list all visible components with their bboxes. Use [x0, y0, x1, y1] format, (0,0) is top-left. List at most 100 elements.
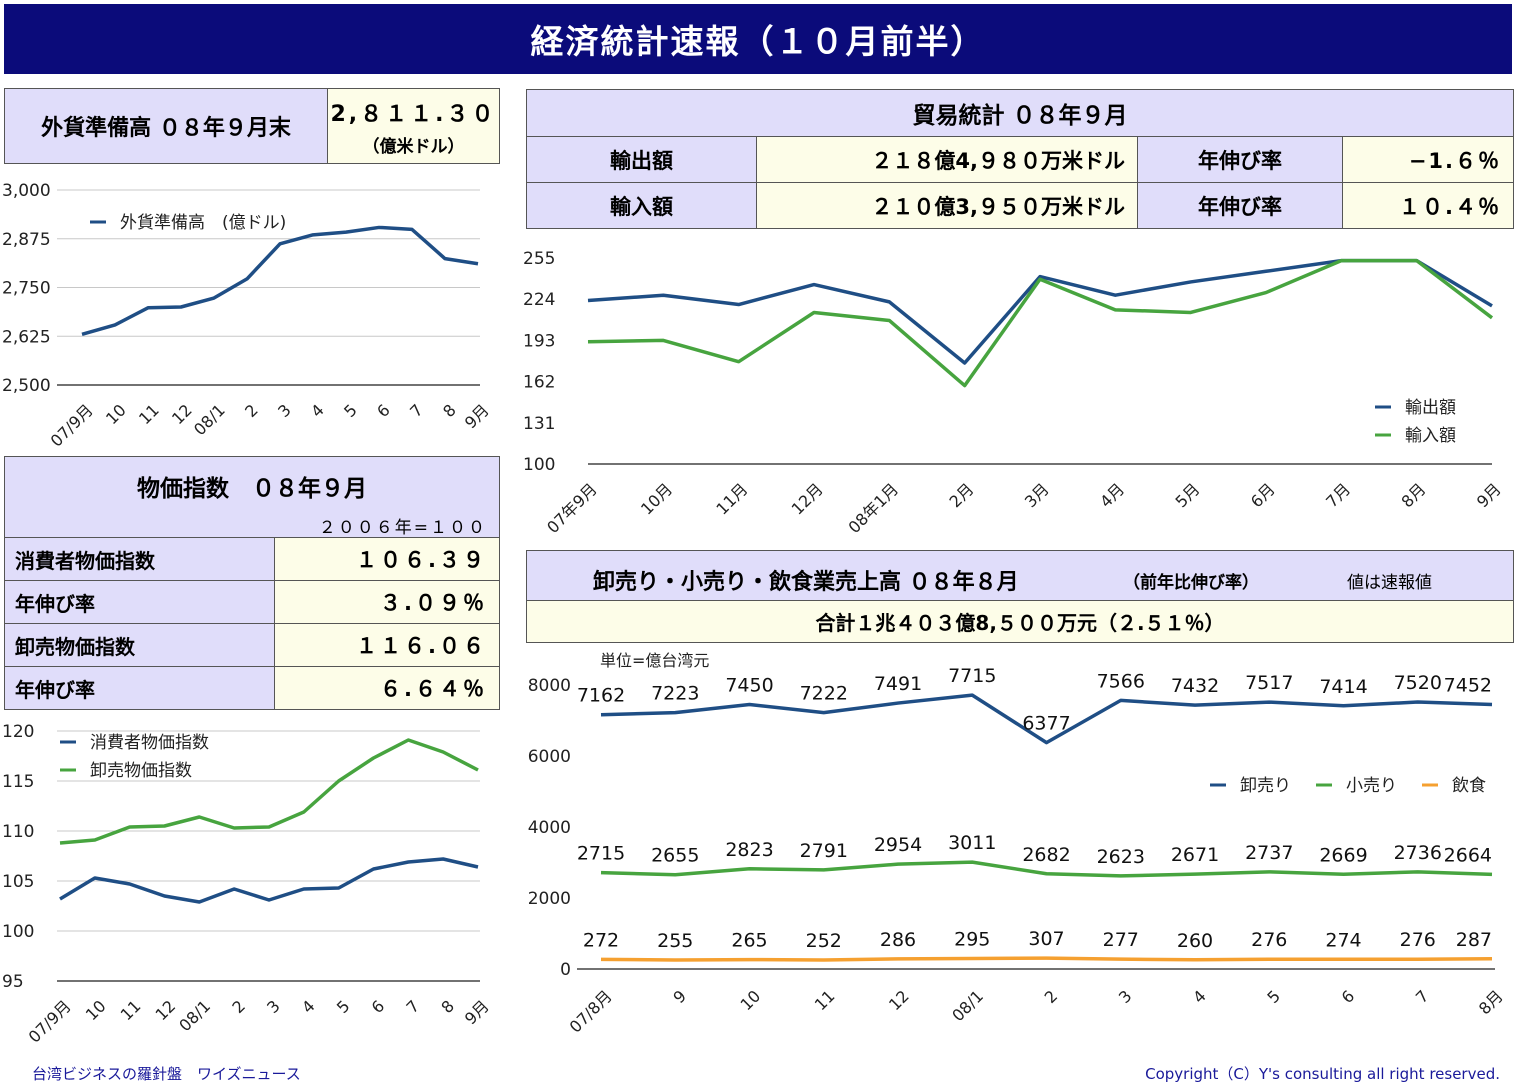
x-tick-label: 07/9月	[25, 996, 75, 1046]
data-label: 6377	[1022, 713, 1070, 735]
x-tick-label: 4	[298, 996, 319, 1017]
legend-label: 外貨準備高 (億ドル)	[120, 213, 286, 233]
legend-label: 消費者物価指数	[90, 733, 209, 753]
x-tick-label: 4	[1189, 986, 1210, 1007]
x-tick-label: 12	[151, 996, 179, 1024]
data-label: 2954	[874, 834, 922, 856]
sales-note: 値は速報値	[1347, 573, 1432, 593]
series-line-卸売り	[600, 693, 1493, 745]
x-tick-label: 3月	[1021, 479, 1053, 511]
data-label: 274	[1325, 929, 1361, 951]
export-growth: −1.６％	[1342, 136, 1514, 183]
sales-total: 合計１兆４０３億8,５００万元（２.５１％）	[526, 600, 1514, 643]
x-tick-label: 9	[669, 986, 690, 1007]
reserves-value-box: 2,８１１.３０ （億米ドル）	[327, 88, 500, 164]
data-label: 7162	[577, 685, 625, 707]
x-tick-label: 9月	[461, 400, 493, 432]
x-tick-label: 5	[1263, 986, 1284, 1007]
footer-right: Copyright（C）Y's consulting all right res…	[1145, 1065, 1500, 1083]
export-growth-label: 年伸び率	[1137, 136, 1343, 183]
series-line-輸出額	[587, 258, 1493, 365]
sales-header: 卸売り・小売り・飲食業売上高 ０８年８月 （前年比伸び率） 値は速報値	[526, 550, 1514, 601]
x-tick-label: 08/1	[948, 986, 987, 1025]
y-tick-label: 100	[2, 922, 34, 942]
data-label: 7520	[1394, 672, 1442, 694]
y-tick-label: 0	[560, 960, 571, 980]
data-label: 7450	[725, 675, 773, 697]
x-tick-label: 2	[241, 400, 262, 421]
x-tick-label: 07/9月	[47, 400, 97, 450]
x-tick-label: 6	[1338, 986, 1359, 1007]
data-label: 7223	[651, 683, 699, 705]
x-tick-label: 9月	[1473, 479, 1505, 511]
x-tick-label: 2	[1041, 986, 1062, 1007]
cpi-growth-label: 年伸び率	[4, 580, 275, 624]
import-growth-label: 年伸び率	[1137, 182, 1343, 229]
legend-label: 輸入額	[1405, 426, 1456, 446]
legend-label: 小売り	[1346, 776, 1397, 796]
data-label: 7715	[948, 665, 996, 687]
sales-subtitle: （前年比伸び率）	[1123, 573, 1259, 593]
x-tick-label: 5月	[1172, 479, 1204, 511]
x-tick-label: 8月	[1398, 479, 1430, 511]
import-label: 輸入額	[526, 182, 757, 229]
x-tick-label: 11月	[712, 479, 751, 518]
x-tick-label: 11	[117, 996, 145, 1024]
series-line-卸売物価指数	[59, 738, 479, 845]
series-line-飲食	[600, 956, 1493, 962]
x-tick-label: 08/1	[175, 996, 214, 1035]
series-line-小売り	[600, 860, 1493, 878]
legend-label: 飲食	[1452, 776, 1486, 796]
y-tick-label: 224	[523, 290, 555, 310]
x-tick-label: 12	[885, 986, 913, 1014]
data-label: 2655	[651, 845, 699, 867]
data-label: 286	[880, 929, 916, 951]
x-tick-label: 08/1	[190, 400, 229, 439]
x-tick-label: 10月	[637, 479, 676, 518]
y-tick-label: 105	[2, 872, 34, 892]
x-tick-label: 11	[811, 986, 839, 1014]
y-tick-label: 2,500	[2, 376, 51, 396]
cpi-value: １０６.３９	[274, 537, 500, 581]
data-label: 255	[657, 930, 693, 952]
wpi-growth-label: 年伸び率	[4, 666, 275, 710]
legend-label: 輸出額	[1405, 398, 1456, 418]
y-tick-label: 162	[523, 373, 555, 393]
y-tick-label: 8000	[528, 676, 571, 696]
x-tick-label: 12月	[788, 479, 827, 518]
x-tick-label: 7	[1412, 986, 1433, 1007]
wpi-label: 卸売物価指数	[4, 623, 275, 667]
data-label: 2664	[1444, 844, 1492, 866]
wpi-growth-value: ６.６４％	[274, 666, 500, 710]
x-tick-label: 6月	[1247, 479, 1279, 511]
y-tick-label: 2,750	[2, 279, 51, 299]
x-tick-label: 10	[102, 400, 130, 428]
x-tick-label: 2月	[946, 479, 978, 511]
data-label: 2791	[800, 840, 848, 862]
trade-chart: 100 131 162 193 224 255 07年9月 10月 11月 12月 08年1月 2月 3…	[523, 249, 1505, 537]
reserves-label: 外貨準備高 ０８年９月末	[4, 88, 328, 164]
data-label: 2737	[1245, 842, 1293, 864]
y-tick-label: 110	[2, 822, 34, 842]
y-tick-label: 193	[523, 331, 555, 351]
data-label: 2823	[725, 839, 773, 861]
data-label: 2736	[1394, 842, 1442, 864]
x-tick-label: 10	[82, 996, 110, 1024]
x-tick-label: 08年1月	[844, 479, 902, 537]
x-tick-label: 7	[403, 996, 424, 1017]
x-tick-label: 4月	[1096, 479, 1128, 511]
data-label: 7222	[800, 683, 848, 705]
data-label: 272	[583, 929, 619, 951]
data-label: 3011	[948, 832, 996, 854]
sales-unit-label: 単位=億台湾元	[600, 651, 709, 670]
data-label: 2623	[1097, 846, 1145, 868]
import-growth: １０.４％	[1342, 182, 1514, 229]
y-tick-label: 2000	[528, 889, 571, 909]
x-tick-label: 3	[1115, 986, 1136, 1007]
x-tick-label: 6	[373, 400, 394, 421]
series-line-消費者物価指数	[59, 857, 479, 904]
data-label: 2682	[1022, 844, 1070, 866]
data-label: 260	[1177, 930, 1213, 952]
